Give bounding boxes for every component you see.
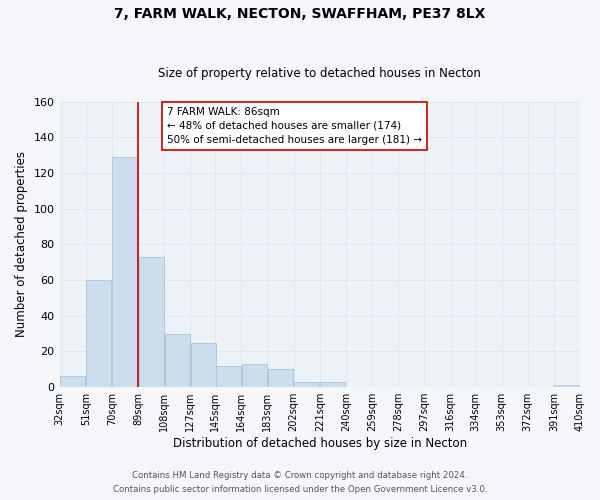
Bar [242,364,267,387]
Text: 7 FARM WALK: 86sqm
← 48% of detached houses are smaller (174)
50% of semi-detach: 7 FARM WALK: 86sqm ← 48% of detached hou… [167,107,422,145]
Bar [112,157,137,387]
Text: 7, FARM WALK, NECTON, SWAFFHAM, PE37 8LX: 7, FARM WALK, NECTON, SWAFFHAM, PE37 8LX [115,8,485,22]
Bar [191,342,216,387]
Bar [139,257,164,387]
Bar [215,366,241,387]
Title: Size of property relative to detached houses in Necton: Size of property relative to detached ho… [158,66,481,80]
Bar [320,382,346,387]
Y-axis label: Number of detached properties: Number of detached properties [15,152,28,338]
Bar [554,386,580,387]
Bar [60,376,85,387]
Bar [268,370,293,387]
Bar [294,382,319,387]
Text: Contains HM Land Registry data © Crown copyright and database right 2024.
Contai: Contains HM Land Registry data © Crown c… [113,472,487,494]
Bar [86,280,112,387]
Bar [165,334,190,387]
X-axis label: Distribution of detached houses by size in Necton: Distribution of detached houses by size … [173,437,467,450]
